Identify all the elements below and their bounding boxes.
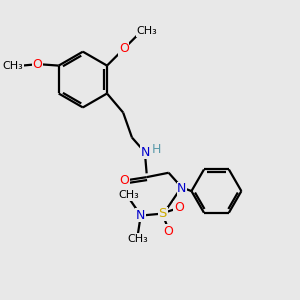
Text: N: N	[177, 182, 187, 195]
Text: O: O	[174, 202, 184, 214]
Text: O: O	[119, 42, 129, 55]
Text: O: O	[164, 225, 174, 238]
Text: CH₃: CH₃	[2, 61, 23, 70]
Text: H: H	[152, 143, 161, 156]
Text: CH₃: CH₃	[128, 234, 148, 244]
Text: S: S	[159, 207, 167, 220]
Text: CH₃: CH₃	[118, 190, 140, 200]
Text: N: N	[136, 209, 146, 222]
Text: N: N	[140, 146, 150, 159]
Text: O: O	[119, 175, 129, 188]
Text: O: O	[33, 58, 43, 70]
Text: CH₃: CH₃	[136, 26, 157, 36]
